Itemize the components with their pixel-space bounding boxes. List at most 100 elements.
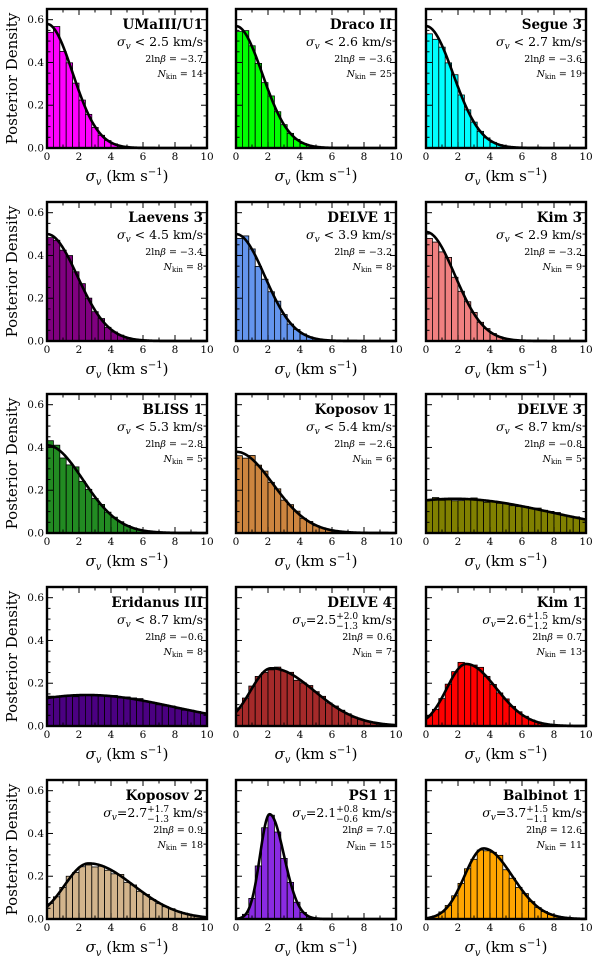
nkin-value: Nkin = 8 <box>163 262 203 274</box>
x-tick-label: 6 <box>519 151 526 163</box>
histogram-bar <box>59 457 67 534</box>
histogram-bar <box>261 278 269 342</box>
x-axis-label: σv (km s−1) <box>275 360 358 381</box>
x-tick-label: 10 <box>200 536 213 548</box>
x-tick-label: 8 <box>551 151 558 163</box>
x-tick-label: 2 <box>76 344 83 356</box>
nkin-value: Nkin = 7 <box>352 647 392 659</box>
x-tick-label: 10 <box>579 344 592 356</box>
x-tick-label: 0 <box>44 151 51 163</box>
histogram-bar <box>261 672 269 727</box>
x-tick-label: 6 <box>329 536 336 548</box>
lnbeta-value: 2lnβ = −0.6 <box>145 632 203 643</box>
object-name: PS1 1 <box>349 788 392 804</box>
histogram-bar <box>457 661 465 727</box>
panel-eridanus-iii: 0 2 4 6 8 10 0.0 0.2 0.4 0.6 Posterior Density σv (… <box>3 585 214 766</box>
histogram-bar <box>280 499 288 534</box>
x-tick-label: 8 <box>551 729 558 741</box>
histogram-bar <box>78 480 86 534</box>
histogram-bar <box>129 884 137 920</box>
histogram-bar <box>142 701 150 727</box>
y-tick-label: 0.2 <box>27 100 44 112</box>
x-tick-label: 2 <box>455 151 462 163</box>
x-tick-label: 8 <box>551 344 558 356</box>
histogram-bar <box>248 455 256 534</box>
panel-segue-3: 0 2 4 6 8 10 σv (km s−1) Segue 3σv < 2.7 km/s 2l… <box>423 7 593 188</box>
histogram-bar <box>489 684 497 727</box>
histogram-bar <box>168 705 176 727</box>
histogram-bar <box>451 500 459 534</box>
x-axis-label: σv (km s−1) <box>86 552 169 573</box>
histogram-bar <box>65 464 73 534</box>
lnbeta-value: 2lnβ = −0.8 <box>524 439 582 450</box>
histogram-bar <box>495 854 504 920</box>
x-tick-label: 8 <box>361 729 368 741</box>
histogram-bar <box>508 877 517 920</box>
histogram-bar <box>254 265 262 342</box>
object-name: Segue 3 <box>522 17 582 33</box>
histogram-bar <box>463 663 472 727</box>
nkin-value: Nkin = 6 <box>352 454 392 466</box>
histogram-bar <box>489 851 497 920</box>
y-tick-label: 0.0 <box>27 721 44 733</box>
sigma-value: σv < 2.5 km/s <box>117 34 203 52</box>
y-tick-label: 0.0 <box>27 528 44 540</box>
histogram-bar <box>528 507 536 534</box>
histogram-bar <box>148 702 157 727</box>
histogram-bar <box>476 666 485 727</box>
histogram-bar <box>72 872 80 920</box>
histogram-bar <box>273 666 282 727</box>
x-axis-label: σv (km s−1) <box>465 360 548 381</box>
y-tick-label: 0.4 <box>27 57 44 69</box>
object-name: Kim 3 <box>537 210 582 226</box>
histogram-bar <box>53 697 61 727</box>
histogram-bar <box>53 239 61 342</box>
x-tick-label: 8 <box>361 922 368 934</box>
histogram-bar <box>85 864 93 920</box>
x-axis-label: σv (km s−1) <box>465 552 548 573</box>
histogram-bar <box>495 502 504 534</box>
lnbeta-value: 2lnβ = −3.7 <box>145 54 203 65</box>
x-tick-label: 8 <box>172 344 179 356</box>
lnbeta-value: 2lnβ = −3.6 <box>334 54 392 65</box>
x-tick-label: 10 <box>389 151 402 163</box>
histogram-bar <box>117 874 125 920</box>
object-name: DELVE 1 <box>327 210 392 226</box>
histogram-bar <box>299 682 307 727</box>
sigma-value: σv < 2.7 km/s <box>496 34 582 52</box>
x-axis-label: σv (km s−1) <box>275 745 358 766</box>
histogram-bar <box>174 708 182 727</box>
y-tick-label: 0.2 <box>27 293 44 305</box>
histogram-bar <box>521 505 529 534</box>
lnbeta-value: 2lnβ = −3.4 <box>145 247 203 258</box>
histogram-bar <box>431 497 440 534</box>
panel-balbinot-1: 0 2 4 6 8 10 σv (km s−1) Balbinot 1σv=3.7+1.5 −1… <box>423 778 593 959</box>
x-tick-label: 0 <box>423 922 430 934</box>
histogram-bar <box>273 488 282 534</box>
lnbeta-value: 2lnβ = 7.0 <box>342 825 392 836</box>
histogram-bar <box>489 500 497 534</box>
histogram-bar <box>91 498 99 534</box>
x-tick-label: 10 <box>579 922 592 934</box>
x-tick-label: 2 <box>265 922 272 934</box>
x-tick-label: 4 <box>108 151 115 163</box>
histogram-bar <box>483 850 491 920</box>
histogram-bar <box>254 63 262 149</box>
histogram-bar <box>241 457 250 534</box>
histogram-bar <box>553 512 561 534</box>
histogram-bar <box>451 276 459 342</box>
nkin-value: Nkin = 8 <box>163 647 203 659</box>
x-tick-label: 4 <box>487 536 494 548</box>
sigma-value: σv < 3.9 km/s <box>306 227 392 245</box>
x-tick-label: 10 <box>200 344 213 356</box>
histogram-bar <box>110 695 118 727</box>
histogram-bar <box>241 30 250 149</box>
x-tick-label: 2 <box>76 922 83 934</box>
histogram-bar <box>72 271 80 342</box>
histogram-bar <box>85 488 93 534</box>
object-name: DELVE 4 <box>327 595 392 611</box>
sigma-value: σv < 8.7 km/s <box>117 612 203 630</box>
x-axis-label: σv (km s−1) <box>465 745 548 766</box>
sigma-value: σv < 4.5 km/s <box>117 227 203 245</box>
